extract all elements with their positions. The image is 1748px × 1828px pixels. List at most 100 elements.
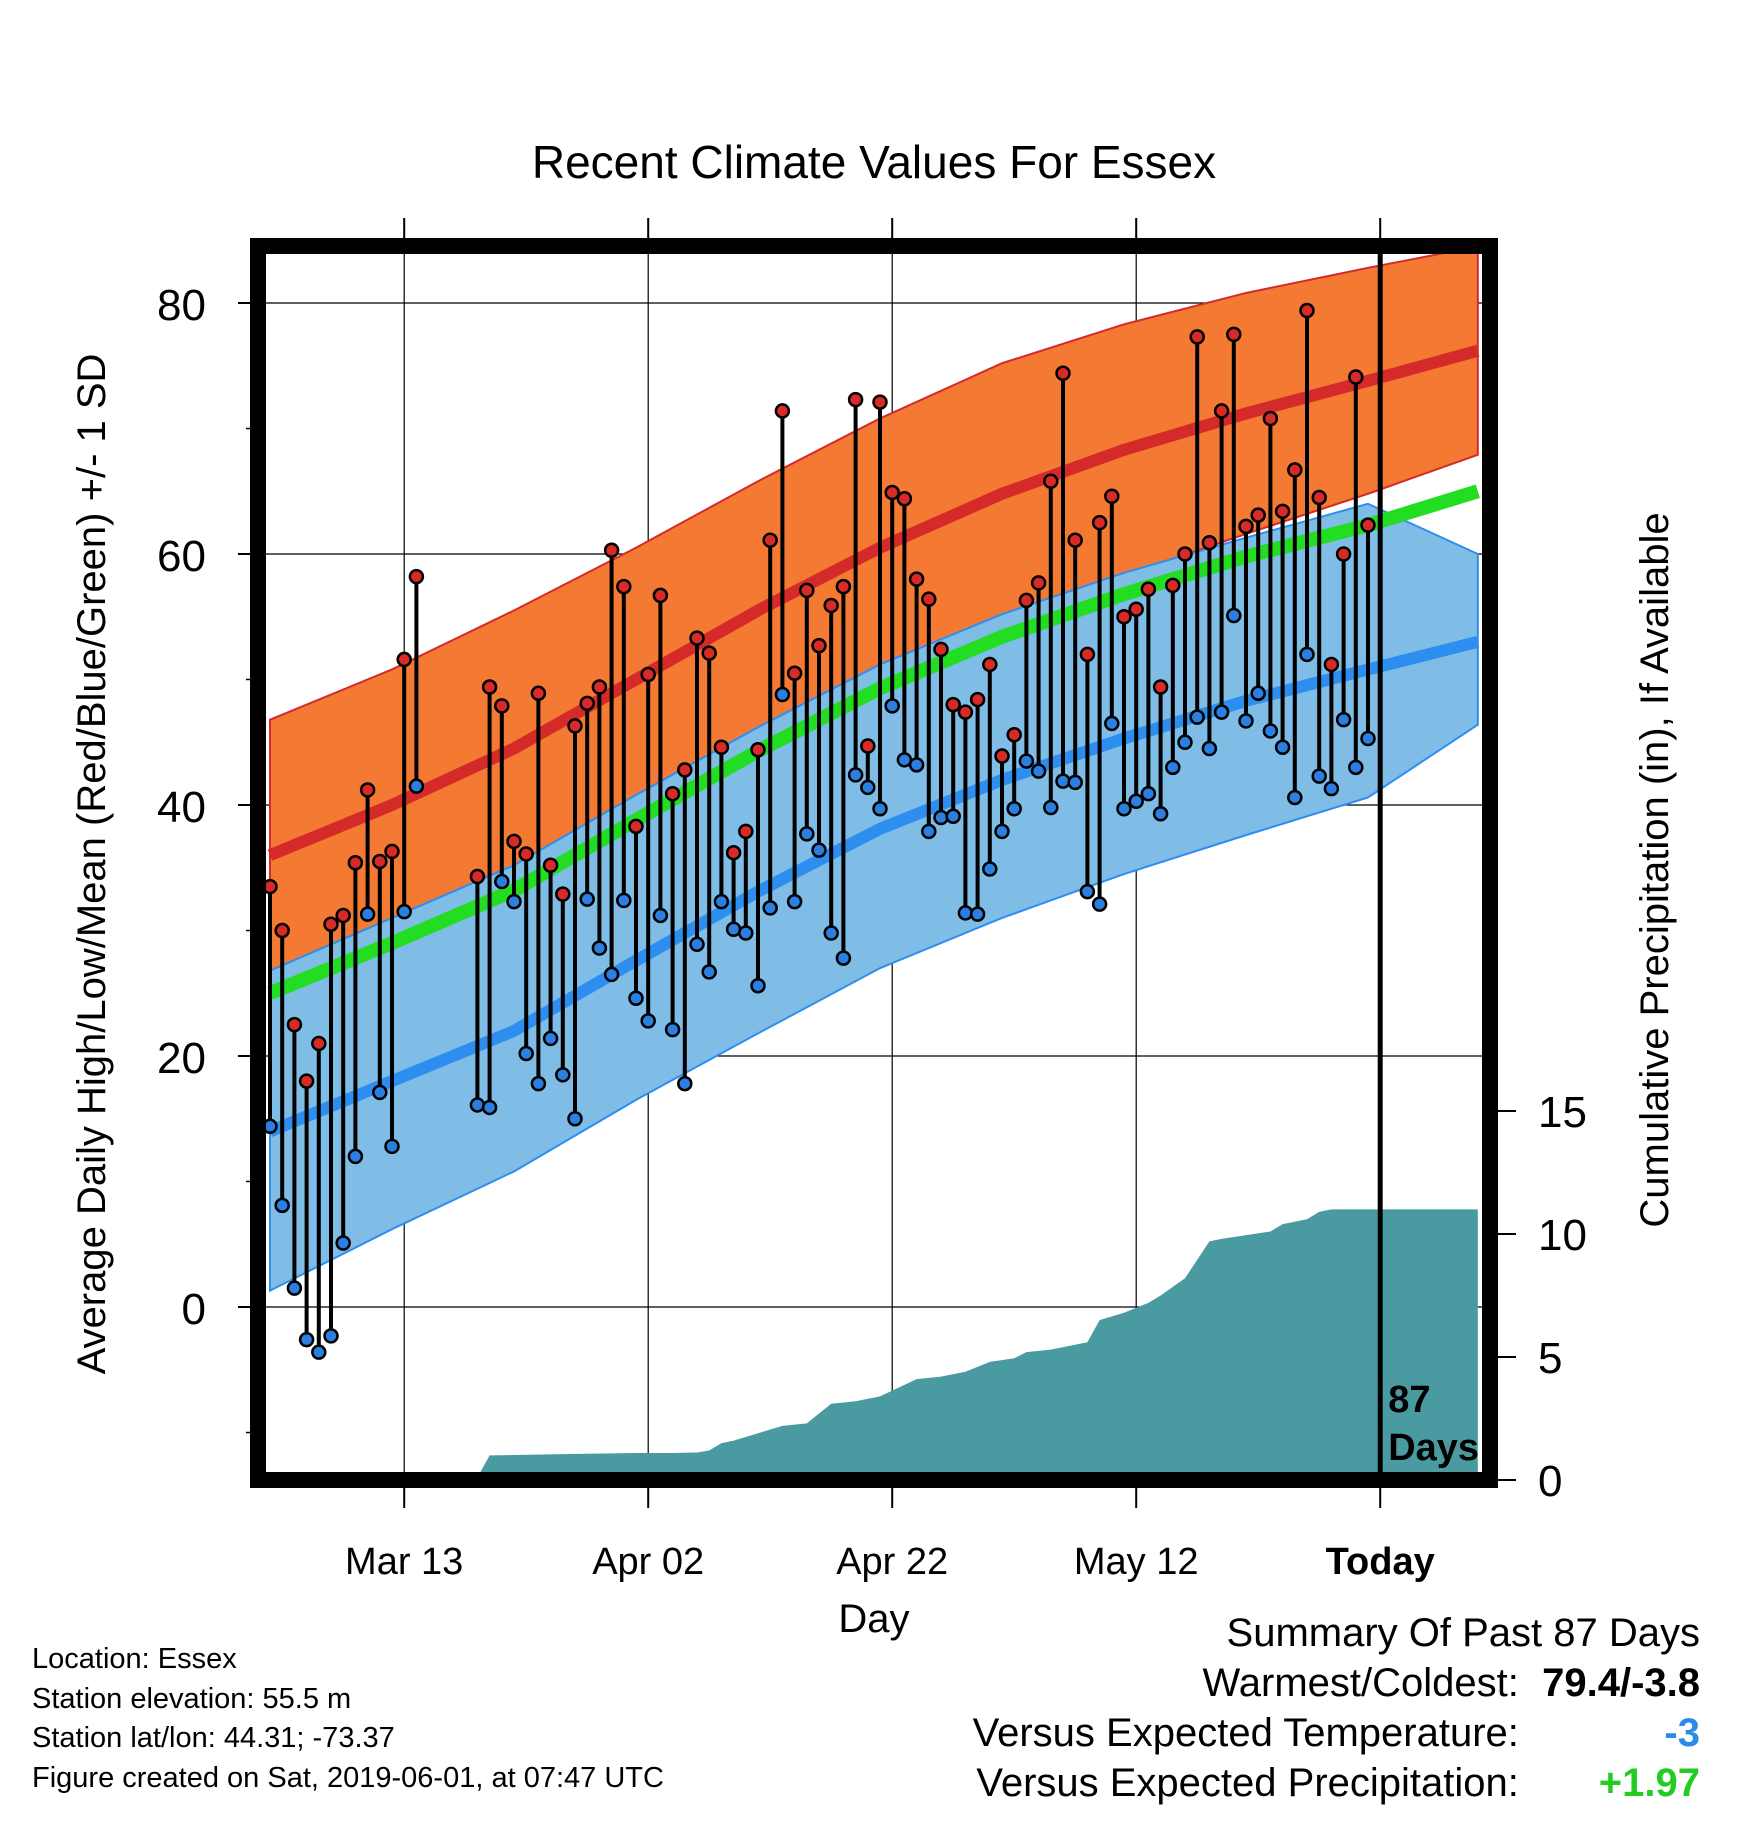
daily-low-point: [1055, 773, 1071, 789]
daily-low-point: [347, 1148, 364, 1165]
daily-low-point: [1067, 774, 1083, 791]
daily-low-point: [1091, 896, 1108, 912]
daily-high-point: [872, 394, 888, 410]
daily-low-point: [1189, 709, 1205, 725]
daily-low-point: [799, 826, 815, 842]
precip-value: +1.97: [1598, 1761, 1700, 1805]
daily-high-point: [286, 1016, 303, 1033]
daily-high-point: [1177, 546, 1193, 562]
location-text: Location: Essex: [32, 1643, 237, 1675]
daily-high-point: [1055, 365, 1071, 382]
daily-high-point: [335, 907, 351, 924]
y-right-tick-label: 10: [1538, 1211, 1587, 1260]
daily-high-point: [835, 578, 852, 595]
daily-low-point: [1140, 785, 1157, 802]
daily-high-point: [1250, 507, 1266, 523]
daily-high-point: [1226, 326, 1242, 343]
elevation-text: Station elevation: 55.5 m: [32, 1682, 352, 1715]
daily-low-point: [311, 1344, 327, 1360]
daily-low-point: [384, 1138, 400, 1155]
daily-low-point: [1152, 806, 1169, 822]
daily-low-point: [1348, 759, 1364, 776]
daily-low-point: [908, 757, 925, 773]
daily-low-point: [1323, 780, 1340, 797]
precip-label: Versus Expected Precipitation:: [976, 1761, 1519, 1805]
warm-cold-label: Warmest/Coldest:: [1202, 1661, 1519, 1705]
daily-high-point: [591, 679, 608, 695]
daily-high-point: [628, 818, 644, 835]
daily-high-point: [969, 691, 986, 708]
daily-low-point: [1262, 723, 1279, 739]
plot-area: 87 Days: [258, 246, 1490, 1480]
daily-high-point: [542, 857, 559, 873]
daily-high-point: [1335, 546, 1352, 562]
daily-low-point: [689, 936, 705, 953]
x-tick-label: Apr 02: [592, 1541, 704, 1583]
daily-high-point: [933, 641, 949, 658]
created-text: Figure created on Sat, 2019-06-01, at 07…: [32, 1761, 664, 1794]
daily-low-point: [408, 778, 425, 794]
daily-low-point: [762, 900, 778, 916]
daily-low-point: [701, 964, 717, 980]
daily-low-point: [1079, 883, 1096, 900]
daily-low-point: [860, 779, 876, 796]
daily-high-point: [1299, 302, 1315, 319]
axes: 0 20 40 60 80 0 5 10 15 Mar 13 Apr 02 Apr 22 May 12 T…: [157, 218, 1587, 1583]
daily-low-point: [774, 686, 791, 703]
daily-low-point: [872, 801, 888, 817]
daily-high-point: [323, 916, 339, 932]
daily-high-point: [1140, 581, 1157, 597]
daily-low-point: [835, 950, 852, 966]
daily-high-point: [1348, 369, 1364, 385]
daily-low-point: [1030, 763, 1047, 779]
daily-low-point: [286, 1280, 303, 1296]
daily-low-point: [1018, 753, 1035, 769]
daily-low-point: [323, 1328, 339, 1344]
daily-low-point: [750, 977, 766, 994]
temp-value: -3: [1664, 1711, 1700, 1755]
daily-high-point: [1152, 679, 1169, 695]
daily-high-point: [518, 846, 534, 862]
daily-high-point: [384, 843, 400, 860]
daily-low-point: [713, 893, 730, 910]
daily-low-point: [555, 1067, 571, 1083]
daily-high-point: [677, 762, 693, 778]
daily-high-point: [689, 630, 705, 646]
daily-high-point: [1079, 646, 1096, 663]
daily-high-point: [1323, 656, 1340, 673]
daily-high-point: [1262, 410, 1279, 427]
daily-high-point: [555, 886, 571, 902]
y-axis-left-label: Average Daily High/Low/Mean (Red/Blue/Gr…: [70, 354, 114, 1375]
summary-panel: Summary Of Past 87 Days Warmest/Coldest:…: [973, 1608, 1700, 1808]
daily-high-point: [1360, 517, 1376, 533]
daily-low-point: [603, 966, 620, 983]
daily-high-point: [1091, 514, 1108, 531]
daily-high-point: [799, 582, 815, 599]
daily-high-point: [1018, 592, 1035, 609]
daily-high-point: [884, 484, 900, 501]
daily-low-point: [591, 940, 608, 956]
daily-high-point: [652, 587, 669, 604]
daily-low-point: [738, 925, 754, 941]
daily-high-point: [640, 666, 656, 683]
daily-high-point: [494, 698, 510, 714]
daily-high-point: [811, 637, 827, 654]
daily-low-point: [1287, 789, 1303, 806]
x-tick-label: Apr 22: [836, 1541, 948, 1583]
low-mean-line: [267, 636, 1480, 1137]
daily-low-point: [1213, 704, 1230, 720]
today-days-label: Days: [1388, 1427, 1479, 1469]
daily-low-point: [359, 906, 376, 922]
daily-high-point: [616, 578, 632, 595]
daily-low-point: [847, 767, 864, 783]
daily-high-point: [762, 532, 778, 548]
daily-high-point: [1165, 577, 1181, 594]
daily-low-point: [506, 893, 522, 910]
y-left-tick-label: 60: [157, 532, 206, 581]
summary-heading: Summary Of Past 87 Days: [1226, 1611, 1700, 1655]
daily-high-point: [372, 853, 388, 870]
daily-high-point: [567, 718, 583, 734]
daily-high-point: [945, 696, 961, 713]
daily-low-point: [811, 842, 827, 858]
